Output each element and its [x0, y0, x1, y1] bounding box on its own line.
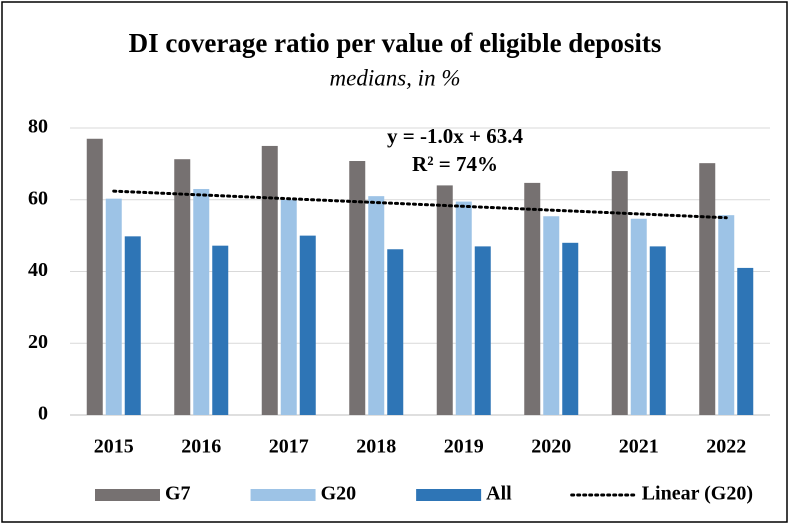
chart-subtitle: medians, in %	[330, 65, 461, 90]
bar	[212, 245, 229, 415]
bar	[630, 218, 647, 415]
bar	[349, 161, 366, 415]
bar	[124, 236, 141, 415]
bar	[261, 145, 278, 415]
y-tick-label: 20	[28, 331, 48, 353]
bar	[611, 171, 628, 415]
bar	[455, 201, 472, 415]
bar	[649, 246, 666, 415]
bar	[280, 199, 297, 415]
bar	[436, 185, 453, 415]
trendline	[112, 189, 728, 220]
x-tick-label: 2022	[706, 436, 746, 458]
y-tick-label: 0	[38, 403, 48, 425]
y-tick-label: 40	[28, 259, 48, 281]
x-tick-label: 2020	[531, 436, 571, 458]
x-tick-label: 2019	[444, 436, 484, 458]
bar	[174, 159, 191, 415]
bar	[718, 215, 735, 415]
x-tick-label: 2015	[94, 436, 134, 458]
legend-swatch	[250, 489, 316, 501]
legend-label: G20	[321, 483, 357, 505]
bar	[737, 267, 754, 415]
x-tick-label: 2021	[619, 436, 659, 458]
bar	[193, 188, 210, 415]
legend-label: All	[486, 483, 512, 505]
legend-label: Linear (G20)	[642, 483, 753, 505]
bar	[299, 235, 316, 415]
trend-r2: R² = 74%	[412, 152, 498, 176]
trend-equation: y = -1.0x + 63.4	[387, 124, 523, 148]
bar	[699, 163, 716, 415]
legend-label: G7	[165, 483, 191, 505]
bar	[474, 246, 491, 415]
bar	[86, 138, 103, 415]
x-tick-label: 2016	[181, 436, 221, 458]
y-tick-label: 60	[28, 187, 48, 209]
bar	[543, 216, 560, 415]
bar	[524, 182, 541, 415]
x-tick-label: 2018	[356, 436, 396, 458]
legend-swatch	[416, 489, 482, 501]
y-tick-label: 80	[28, 116, 48, 138]
legend-swatch	[95, 489, 160, 501]
x-tick-label: 2017	[269, 436, 309, 458]
chart-title: DI coverage ratio per value of eligible …	[129, 28, 662, 58]
bar	[562, 242, 579, 415]
bar	[105, 198, 122, 415]
bar	[387, 249, 404, 415]
bar	[368, 196, 385, 415]
